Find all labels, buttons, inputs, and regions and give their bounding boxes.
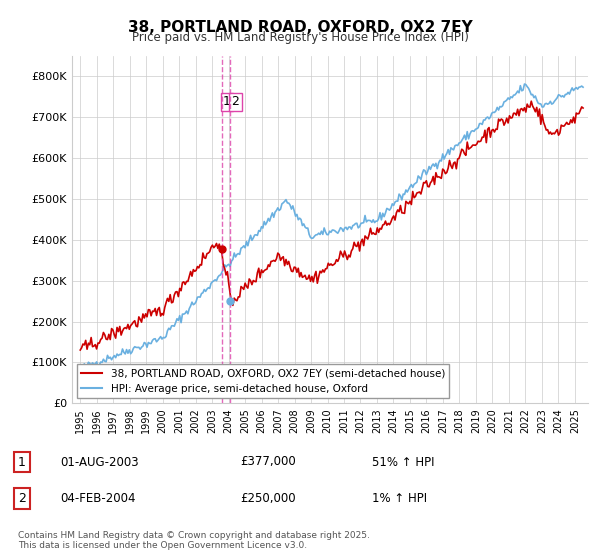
Text: 38, PORTLAND ROAD, OXFORD, OX2 7EY: 38, PORTLAND ROAD, OXFORD, OX2 7EY [128, 20, 472, 35]
Text: 1% ↑ HPI: 1% ↑ HPI [372, 492, 427, 505]
Legend: 38, PORTLAND ROAD, OXFORD, OX2 7EY (semi-detached house), HPI: Average price, se: 38, PORTLAND ROAD, OXFORD, OX2 7EY (semi… [77, 365, 449, 398]
Text: £377,000: £377,000 [240, 455, 296, 469]
Text: Contains HM Land Registry data © Crown copyright and database right 2025.
This d: Contains HM Land Registry data © Crown c… [18, 530, 370, 550]
Text: 04-FEB-2004: 04-FEB-2004 [60, 492, 136, 505]
Text: 01-AUG-2003: 01-AUG-2003 [60, 455, 139, 469]
Text: 2: 2 [232, 95, 239, 108]
Text: 1: 1 [18, 455, 26, 469]
Text: 1: 1 [223, 95, 231, 108]
Text: 51% ↑ HPI: 51% ↑ HPI [372, 455, 434, 469]
Text: Price paid vs. HM Land Registry's House Price Index (HPI): Price paid vs. HM Land Registry's House … [131, 31, 469, 44]
Text: £250,000: £250,000 [240, 492, 296, 505]
Text: 2: 2 [18, 492, 26, 505]
